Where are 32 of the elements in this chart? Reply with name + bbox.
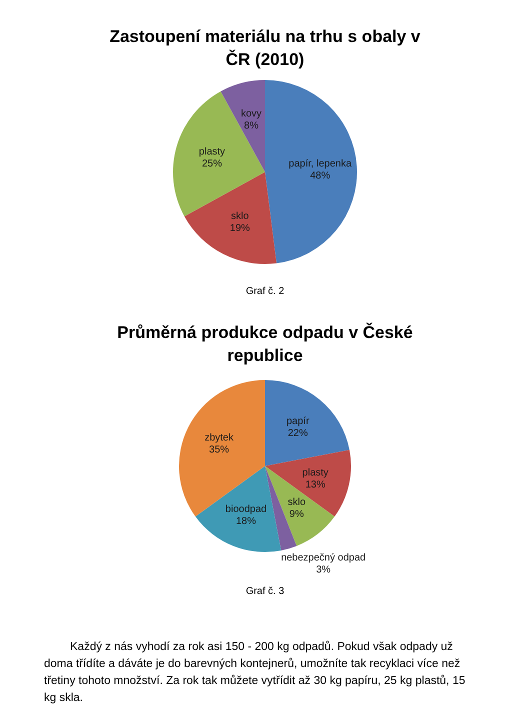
- data-label: 35%: [209, 444, 230, 456]
- pie-slice: [179, 380, 265, 517]
- slice-label: papír, lepenka: [288, 158, 352, 170]
- text: Graf č. 3: [246, 586, 285, 597]
- slice-label: zbytek: [204, 432, 234, 444]
- text: Každý z nás vyhodí za rok asi 150 - 200 kg odpadů. Pokud však odpady už doma třídíte a dáváte je do barevných kontejnerů, umožníte tak recyklaci více než třetiny tohoto množství. Za rok tak můžete vytřídit až 30 kg papíru, 25 kg plastů, 15 kg skla.: [44, 640, 466, 704]
- slice-label: papír: [286, 416, 310, 428]
- slice-label: plasty: [302, 467, 328, 478]
- pie-slice: [265, 450, 351, 517]
- pie-slice: [184, 172, 277, 264]
- pie-slice: [265, 466, 335, 546]
- data-label: 22%: [288, 428, 308, 440]
- data-label: 13%: [305, 479, 326, 490]
- slice-label: sklo: [231, 211, 250, 222]
- data-label: 19%: [230, 223, 250, 234]
- chart-title: Průměrná produkce odpadu v České republice: [117, 322, 413, 365]
- data-label: 9%: [289, 508, 304, 520]
- data-label: 18%: [236, 516, 256, 527]
- text: Graf č. 2: [246, 286, 285, 297]
- slice-label: bioodpad: [225, 504, 267, 515]
- pie-slice: [265, 380, 350, 466]
- slice-label: sklo: [288, 496, 306, 508]
- data-label: 8%: [244, 120, 259, 132]
- data-label: 3%: [316, 564, 331, 576]
- slice-label: kovy: [240, 108, 262, 120]
- pie-slice: [265, 80, 357, 264]
- slice-label: nebezpečný odpad: [281, 552, 366, 564]
- data-label: 48%: [310, 170, 330, 182]
- slice-label: plasty: [198, 146, 226, 158]
- data-label: 25%: [202, 158, 222, 170]
- chart-title: Zastoupení materiálu na trhu s obaly v ČR (2010): [110, 27, 421, 69]
- pie-slice: [195, 466, 282, 552]
